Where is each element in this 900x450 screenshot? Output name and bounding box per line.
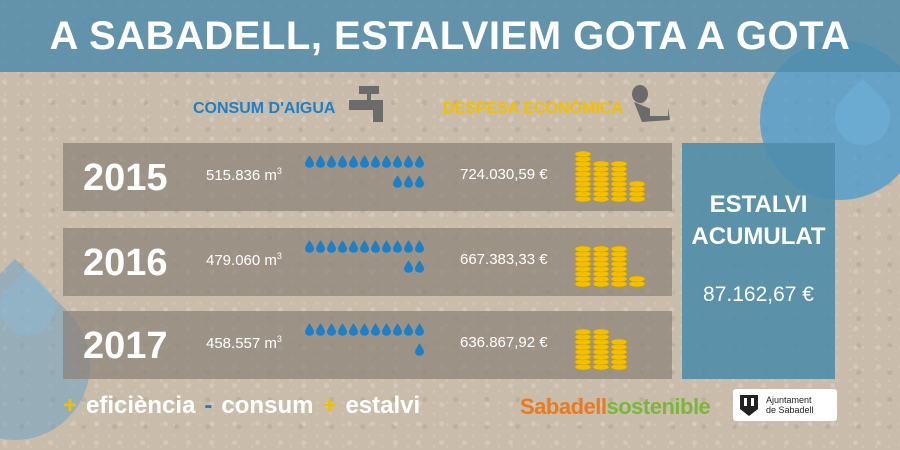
coin [574, 245, 592, 253]
year-label: 2016 [83, 242, 168, 284]
slogan-consumption: consum [221, 392, 314, 419]
drop-icon [404, 155, 413, 168]
drop-icon [305, 323, 314, 336]
drop-icon [360, 155, 369, 168]
year-label: 2015 [83, 157, 168, 199]
coin [592, 328, 610, 336]
minus-sign: - [204, 392, 213, 419]
drops-2015 [305, 155, 435, 195]
drop-icon [393, 240, 402, 253]
ajuntament-logo: Ajuntament de Sabadell [733, 389, 837, 421]
drop-icon [371, 323, 380, 336]
slogan-savings: estalvi [345, 392, 421, 419]
drop-icon [349, 323, 358, 336]
sabadell-sostenible-logo: Sabadellsostenible [520, 394, 711, 419]
drop-icon [371, 155, 380, 168]
header-water-consumption: CONSUM D'AIGUA [193, 100, 336, 117]
tap-icon [349, 86, 383, 122]
accumulated-savings-label: ESTALVI ACUMULAT [691, 191, 826, 250]
coin [610, 338, 628, 346]
drop-icon [349, 240, 358, 253]
water-volume: 479.060 m3 [206, 251, 282, 269]
drop-icon [404, 175, 413, 188]
drop-icon [415, 323, 424, 336]
water-volume: 515.836 m3 [206, 166, 282, 184]
title-band: A SABADELL, ESTALVIEM GOTA A GOTA [0, 0, 900, 72]
drop-icon [404, 240, 413, 253]
coin [574, 151, 592, 158]
drop-icon [338, 155, 347, 168]
drops-2017 [305, 323, 435, 363]
year-row-2016: 2016 479.060 m3 667.383,33 € [63, 228, 672, 296]
coin [592, 245, 610, 253]
expense-value: 667.383,33 € [460, 251, 548, 268]
year-row-2015: 2015 515.836 m3 724.030,59 € [63, 143, 672, 211]
drop-icon [316, 240, 325, 253]
drop-icon [316, 323, 325, 336]
drops-2016 [305, 240, 435, 280]
drop-icon [327, 155, 336, 168]
coin [574, 328, 592, 336]
coin-stack-icon [574, 245, 646, 288]
coin-stack-icon [574, 151, 646, 203]
drop-icon [415, 240, 424, 253]
slogan-efficiency: eficiència [86, 392, 196, 419]
hand-coin-icon [632, 85, 670, 122]
drop-icon [404, 323, 413, 336]
slogan: + eficiència - consum + estalvi [63, 392, 420, 420]
coin [628, 180, 646, 188]
drop-icon [305, 240, 314, 253]
city-shield-icon [740, 395, 758, 416]
plus-sign: + [63, 392, 78, 419]
drop-icon [349, 155, 358, 168]
coin-stack-icon [574, 328, 628, 371]
drop-icon [382, 155, 391, 168]
drop-icon [360, 323, 369, 336]
drop-icon [338, 323, 347, 336]
drop-icon [415, 343, 424, 356]
drop-icon [316, 155, 325, 168]
accumulated-savings-box: ESTALVI ACUMULAT 87.162,67 € [682, 143, 835, 379]
drop-icon [360, 240, 369, 253]
drop-icon [415, 155, 424, 168]
drop-icon [327, 240, 336, 253]
drop-icon [393, 155, 402, 168]
water-volume: 458.557 m3 [206, 334, 282, 352]
coin [628, 275, 646, 283]
plus-sign: + [322, 392, 337, 419]
drop-icon [415, 260, 424, 273]
drop-icon [305, 155, 314, 168]
accumulated-savings-value: 87.162,67 € [703, 283, 814, 306]
year-label: 2017 [83, 325, 168, 367]
drop-icon [382, 323, 391, 336]
coin [592, 160, 610, 168]
drop-icon [338, 240, 347, 253]
drop-icon [393, 175, 402, 188]
year-row-2017: 2017 458.557 m3 636.867,92 € [63, 311, 672, 379]
coin [610, 160, 628, 168]
expense-value: 724.030,59 € [460, 166, 548, 183]
drop-icon [415, 175, 424, 188]
drop-icon [404, 260, 413, 273]
ajuntament-label: Ajuntament de Sabadell [766, 395, 814, 415]
header-economic-expense: DESPESA ECONÒMICA [443, 100, 623, 117]
coin [610, 245, 628, 253]
drop-icon [371, 240, 380, 253]
drop-icon [382, 240, 391, 253]
expense-value: 636.867,92 € [460, 334, 548, 351]
drop-icon [393, 323, 402, 336]
page-title: A SABADELL, ESTALVIEM GOTA A GOTA [49, 13, 851, 58]
drop-icon [327, 323, 336, 336]
